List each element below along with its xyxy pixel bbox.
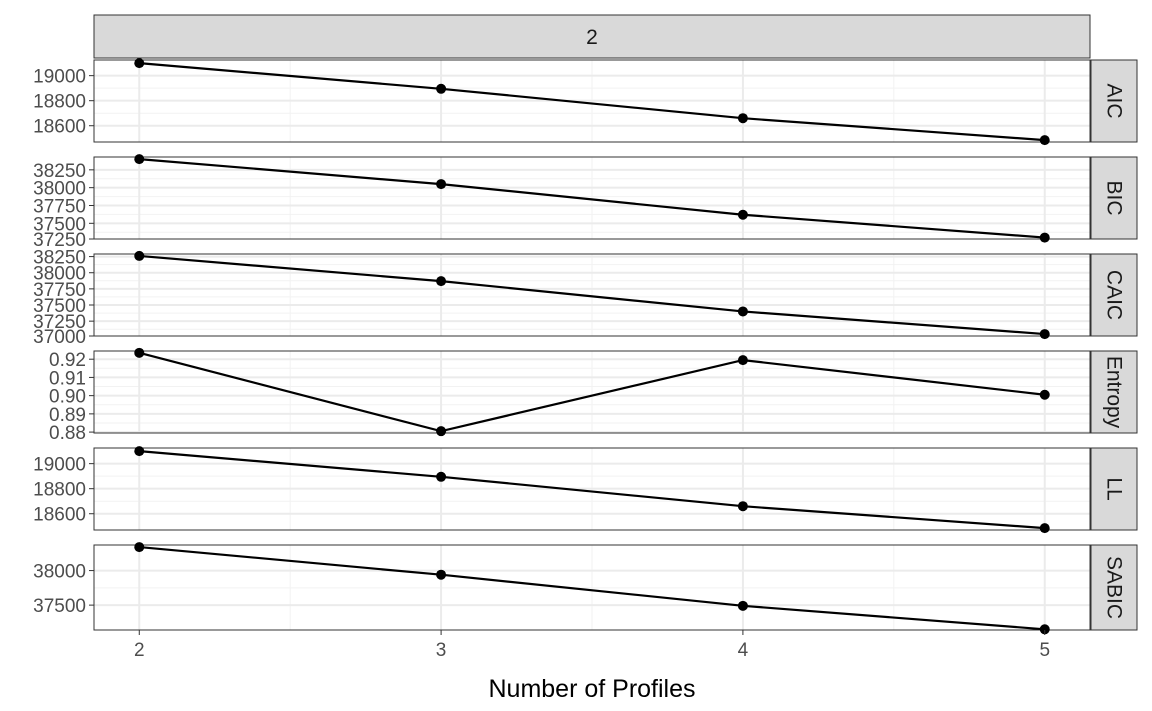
y-tick-label: 37000 (33, 327, 86, 348)
x-axis-title: Number of Profiles (488, 675, 695, 703)
data-point (436, 569, 447, 580)
data-point (134, 542, 145, 553)
panel-border (93, 447, 1091, 531)
y-tick-label: 18800 (33, 480, 86, 501)
data-point (134, 58, 145, 69)
y-tick-label: 37500 (33, 596, 86, 617)
panel-border (93, 350, 1091, 434)
data-point (737, 600, 748, 611)
y-tick-label: 19000 (33, 67, 86, 88)
series-line-sabic (139, 545, 1045, 631)
facet-strip-label: BIC (1103, 180, 1126, 215)
data-point (737, 355, 748, 366)
y-tick-label: 38000 (33, 562, 86, 583)
panel-ll: 18600 18800 19000 LL (33, 446, 1138, 534)
facet-strip-right (1090, 253, 1138, 337)
panel-border (93, 544, 1091, 631)
data-point (436, 179, 447, 190)
x-tick-label: 5 (1039, 640, 1050, 661)
data-point (1039, 135, 1050, 146)
data-point (134, 250, 145, 261)
facet-strip-right (1090, 156, 1138, 240)
y-tick-label: 38250 (33, 161, 86, 182)
x-tick-label: 3 (436, 640, 447, 661)
series-line-bic (139, 158, 1045, 239)
data-point (1039, 329, 1050, 340)
y-tick-label: 37750 (33, 280, 86, 301)
data-point (1039, 232, 1050, 243)
facet-panels: 186001880019000AIC3725037500377503800038… (33, 58, 1138, 635)
y-tick-label: 0.88 (49, 423, 86, 444)
y-tick-label: 0.92 (49, 350, 86, 371)
y-tick-label: 0.89 (49, 405, 86, 426)
y-tick-label: 37500 (33, 214, 86, 235)
data-point (1039, 389, 1050, 400)
facet-strip-top: 2 (93, 14, 1091, 59)
facet-strip-label: LL (1103, 477, 1126, 500)
y-tick-label: 18600 (33, 117, 86, 138)
data-point (436, 426, 447, 437)
data-point (1039, 624, 1050, 635)
x-tick-label: 2 (134, 640, 145, 661)
data-point (1039, 523, 1050, 534)
data-point (436, 471, 447, 482)
panel-border (93, 156, 1091, 240)
data-point (737, 306, 748, 317)
series-line-ll (139, 450, 1045, 530)
y-tick-label: 37750 (33, 196, 86, 217)
x-tick-label: 4 (738, 640, 749, 661)
data-point (737, 113, 748, 124)
y-tick-label: 19000 (33, 455, 86, 476)
y-tick-label: 0.90 (49, 387, 86, 408)
series-line-caic (139, 254, 1045, 336)
y-tick-label: 18600 (33, 505, 86, 526)
facet-strip-label: AIC (1103, 83, 1126, 118)
facet-strip-right (1090, 350, 1138, 434)
facet-strip-right (1090, 447, 1138, 531)
facet-title: 2 (586, 26, 598, 49)
panel-entropy: 0.880.890.900.910.92 Entropy (49, 347, 1138, 444)
panel-aic: 18600 18800 19000 AIC (33, 58, 1138, 146)
facet-strip-label: CAIC (1103, 270, 1126, 320)
data-point (436, 276, 447, 287)
panel-sabic: 37500 38000 SABIC (33, 542, 1138, 635)
y-tick-label: 0.91 (49, 368, 86, 389)
data-point (737, 501, 748, 512)
series-line-entropy (138, 351, 1045, 433)
data-point (134, 154, 145, 165)
data-point (436, 83, 447, 94)
data-point (737, 209, 748, 220)
y-tick-label: 38000 (33, 179, 86, 200)
y-tick-label: 38250 (33, 248, 86, 269)
x-axis: 2 3 4 5 (134, 630, 1050, 661)
panel-border (93, 59, 1091, 143)
facet-strip-label: Entropy (1103, 356, 1126, 429)
data-point (134, 446, 145, 457)
y-tick-label: 37250 (33, 312, 86, 333)
facet-strip-top-bg (93, 14, 1091, 59)
y-tick-label: 37500 (33, 296, 86, 317)
series-line-aic (139, 62, 1045, 142)
facet-strip-right (1090, 544, 1138, 631)
facet-strip-label: SABIC (1103, 556, 1126, 619)
y-tick-label: 38000 (33, 264, 86, 285)
panel-border (93, 253, 1091, 337)
y-tick-label: 37250 (33, 230, 86, 251)
y-tick-label: 18800 (33, 92, 86, 113)
facet-strip-right (1090, 59, 1138, 143)
data-point (134, 347, 145, 358)
